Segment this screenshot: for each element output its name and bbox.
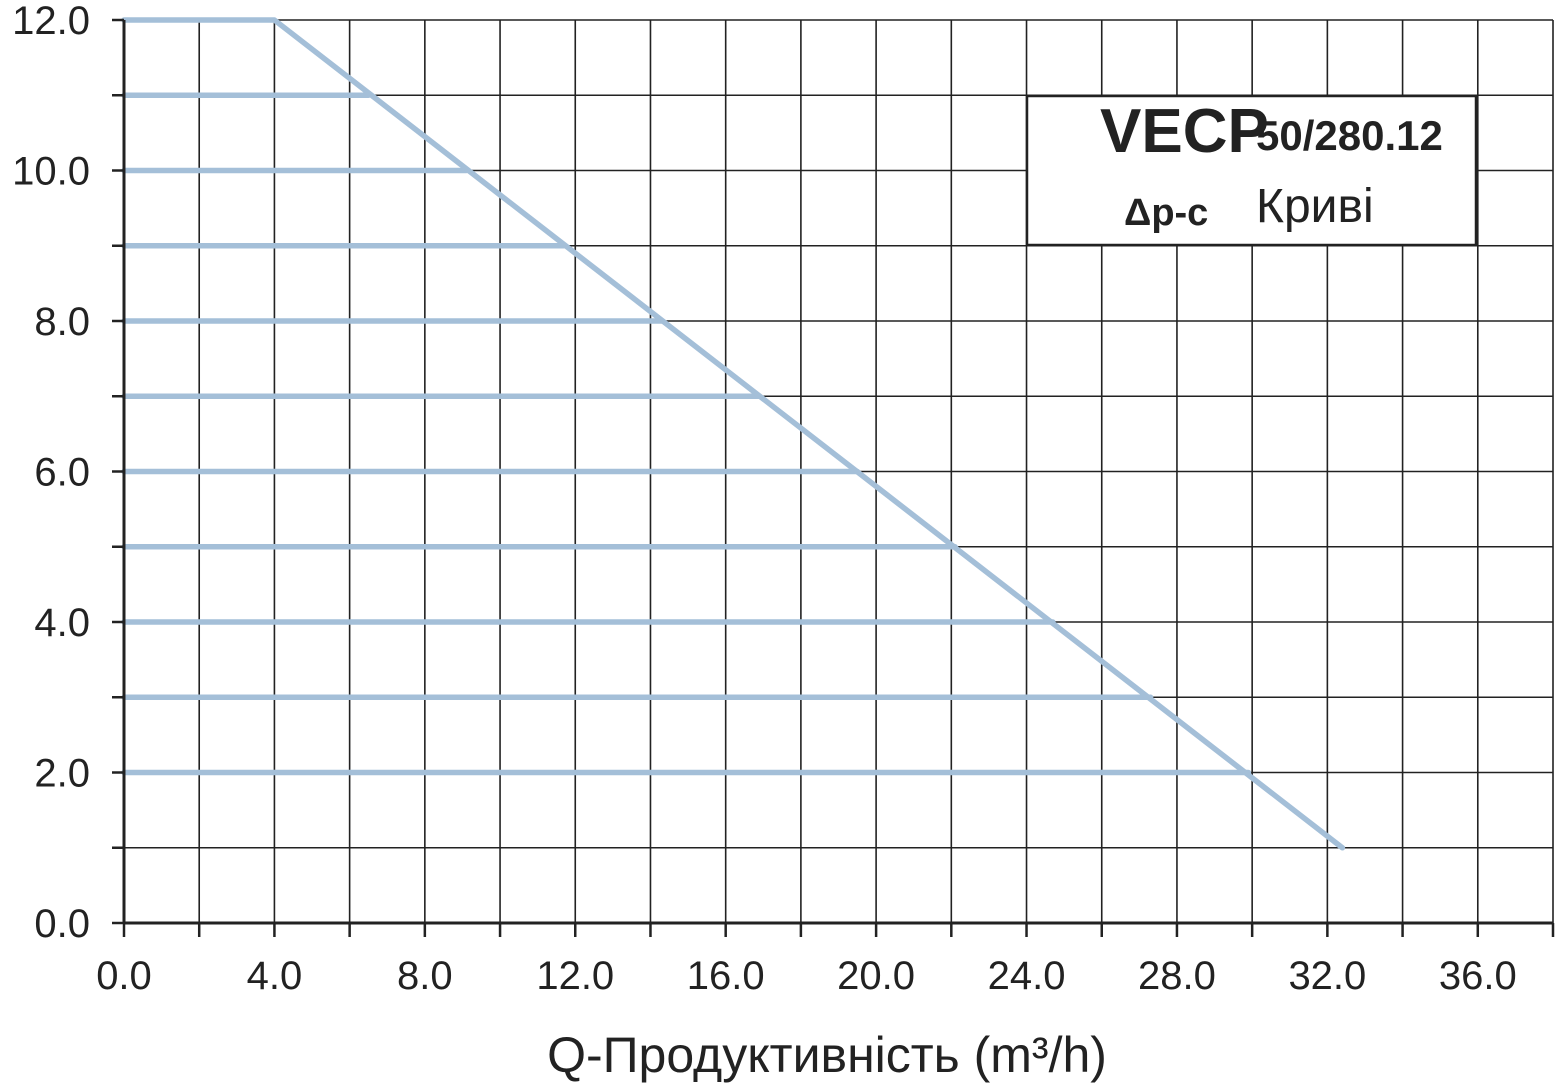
x-tick-label: 12.0: [536, 954, 614, 998]
y-tick-label: 2.0: [34, 752, 90, 796]
tick-labels: 0.0 4.0 8.0 12.0 16.0 20.0 24.0 28.0 32.0 36.0 0.0…: [12, 0, 1517, 998]
x-tick-label: 24.0: [988, 954, 1066, 998]
x-tick-label: 20.0: [837, 954, 915, 998]
legend-mode: Δp-c: [1124, 192, 1208, 234]
x-tick-label: 32.0: [1288, 954, 1366, 998]
x-axis-label: Q-Продуктивність (m³/h): [547, 1027, 1107, 1083]
legend-box: VECP 50/280.12 Δp-c Криві: [1025, 94, 1478, 247]
y-tick-label: 6.0: [34, 451, 90, 495]
legend-curves-label: Криві: [1256, 180, 1374, 233]
legend-model: VECP: [1100, 97, 1269, 166]
x-tick-label: 28.0: [1138, 954, 1216, 998]
series-curve-11: [121, 17, 1346, 851]
series-layer: [121, 17, 1346, 851]
x-tick-label: 4.0: [247, 954, 303, 998]
legend-frame: [1025, 94, 1478, 247]
x-tick-label: 0.0: [96, 954, 152, 998]
y-tick-label: 0.0: [34, 902, 90, 946]
y-tick-label: 4.0: [34, 601, 90, 645]
y-tick-label: 10.0: [12, 150, 90, 194]
x-tick-label: 36.0: [1439, 954, 1517, 998]
legend-size: 50/280.12: [1256, 112, 1443, 159]
axes: [112, 18, 1555, 937]
y-tick-label: 12.0: [12, 0, 90, 43]
y-tick-label: 8.0: [34, 300, 90, 344]
x-tick-label: 16.0: [687, 954, 765, 998]
x-tick-label: 8.0: [397, 954, 453, 998]
